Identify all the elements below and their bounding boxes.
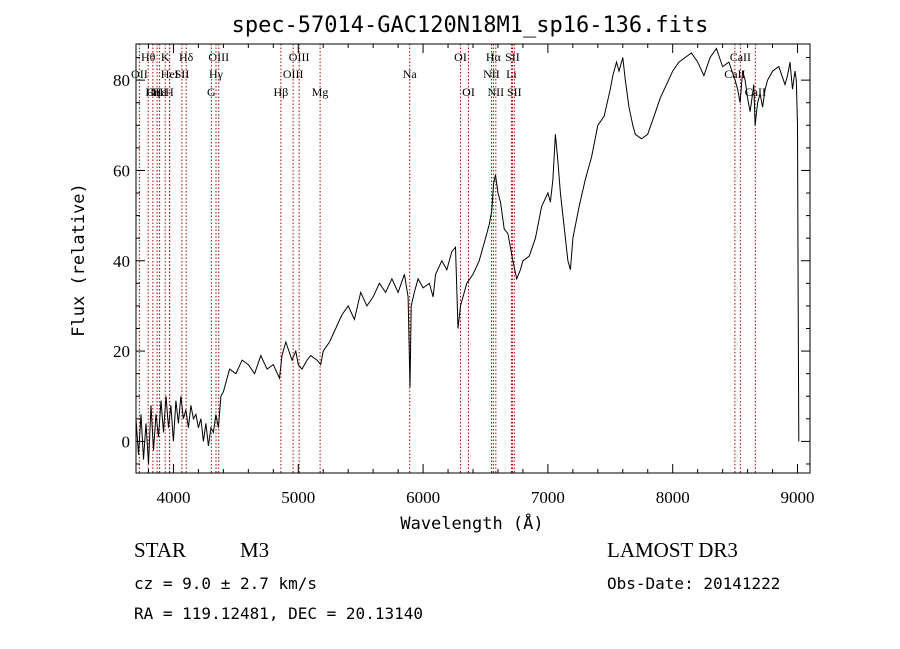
line-label-OI: OI [462,85,475,99]
y-tick-label: 20 [113,342,130,361]
observation-date: Obs-Date: 20141222 [607,574,781,593]
x-axis-label: Wavelength (Å) [400,512,543,534]
x-tick-label: 4000 [156,488,190,507]
chart-title: spec-57014-GAC120N18M1_sp16-136.fits [232,13,709,38]
line-label-Na: Na [403,67,418,81]
line-label-Hθ: Hθ [141,50,156,64]
y-axis-label: Flux (relative) [69,183,89,337]
coordinates: RA = 119.12481, DEC = 20.13140 [134,604,423,623]
object-type: STAR [134,538,186,562]
line-label-NII: NII [483,67,500,81]
line-label-NII: NII [488,85,505,99]
x-tick-label: 7000 [531,488,565,507]
line-label-H: H [165,85,174,99]
line-label-Li: Li [506,67,517,81]
line-label-Hα: Hα [486,50,502,64]
x-tick-label: 6000 [406,488,440,507]
y-axis: 0 20 40 60 80 [113,57,810,465]
line-label-Hη: Hη [145,85,160,99]
plot-frame [135,43,811,474]
redshift-info: cz = 9.0 ± 2.7 km/s [134,574,318,593]
line-label-Hγ: Hγ [209,67,224,81]
x-tick-label: 5000 [281,488,315,507]
line-label-CaII: CaII [724,67,745,81]
line-label-Hδ: Hδ [179,50,194,64]
x-axis: 4000 5000 6000 7000 8000 9000 [147,44,815,507]
line-label-SII: SII [507,85,522,99]
line-label-G: G [207,85,216,99]
line-label-K: K [161,50,170,64]
line-label-OI: OI [454,50,467,64]
y-tick-label: 40 [113,252,130,271]
line-label-OIII: OIII [283,67,304,81]
line-label-SII: SII [175,67,190,81]
line-label-Hε: Hε [153,85,167,99]
spectral-subclass: M3 [240,538,270,562]
spectrum-series [135,47,800,465]
line-label-OIII: OIII [208,50,229,64]
y-tick-label: 0 [122,432,131,451]
line-label-CaII: CaII [730,50,751,64]
y-tick-label: 60 [113,161,130,180]
line-label-Mg: Mg [312,85,329,99]
y-tick-label: 80 [113,71,130,90]
line-label-HeI: HeI [161,67,179,81]
line-label-OIII: OIII [289,50,310,64]
line-label-Hβ: Hβ [274,85,289,99]
spectrum-line [135,47,800,465]
x-tick-label: 8000 [656,488,690,507]
line-label-SII: SII [505,50,520,64]
line-label-OII: OII [131,67,148,81]
line-label-OIII: OIII [147,85,168,99]
survey-name: LAMOST DR3 [607,538,738,562]
x-tick-label: 9000 [781,488,815,507]
